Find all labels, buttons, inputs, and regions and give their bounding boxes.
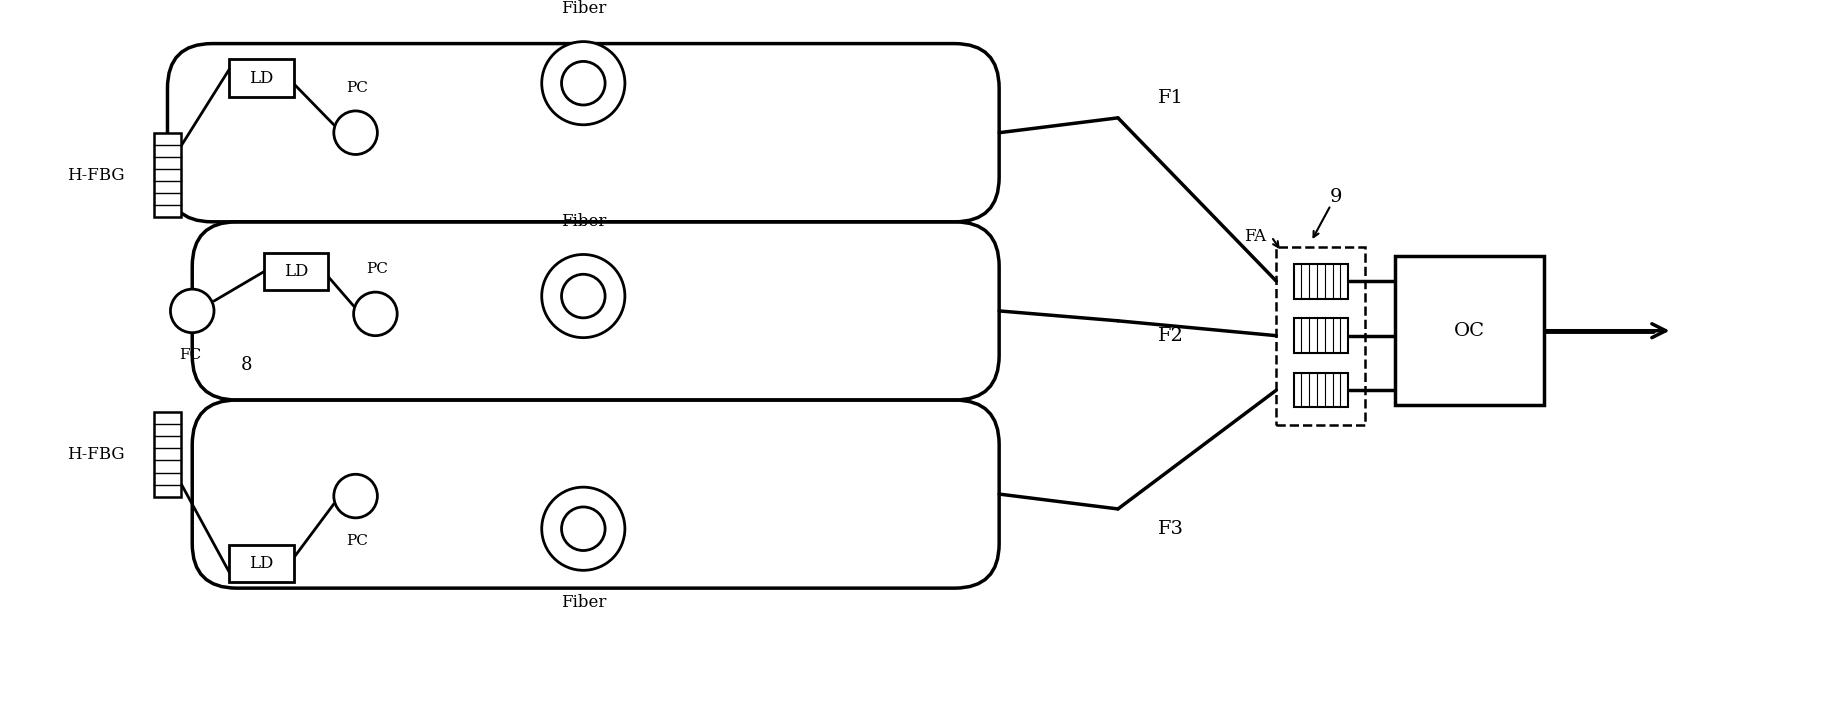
- Bar: [229, 545, 294, 582]
- Circle shape: [562, 274, 605, 318]
- Circle shape: [562, 507, 605, 550]
- Text: Fiber: Fiber: [562, 213, 605, 230]
- Text: 8: 8: [241, 357, 252, 374]
- Text: H-FBG: H-FBG: [68, 167, 124, 184]
- Text: OC: OC: [1454, 322, 1485, 340]
- Bar: [1396, 256, 1544, 405]
- Circle shape: [562, 61, 605, 105]
- Text: F2: F2: [1158, 326, 1183, 345]
- Text: FC: FC: [179, 348, 201, 362]
- Text: 9: 9: [1330, 188, 1342, 206]
- Text: F1: F1: [1158, 89, 1183, 107]
- Text: Fiber: Fiber: [562, 595, 605, 611]
- Bar: [1293, 373, 1348, 407]
- Bar: [1277, 246, 1366, 425]
- Text: Fiber: Fiber: [562, 1, 605, 18]
- Text: PC: PC: [348, 534, 368, 548]
- Circle shape: [541, 41, 626, 125]
- Text: PC: PC: [366, 263, 388, 277]
- Circle shape: [335, 111, 377, 154]
- Text: PC: PC: [348, 81, 368, 95]
- Bar: [263, 253, 329, 290]
- Circle shape: [541, 255, 626, 338]
- Text: LD: LD: [249, 69, 274, 87]
- Text: LD: LD: [249, 555, 274, 572]
- Circle shape: [170, 289, 214, 333]
- Circle shape: [541, 487, 626, 570]
- Bar: [1293, 264, 1348, 298]
- Bar: [1293, 318, 1348, 353]
- Text: F3: F3: [1158, 519, 1183, 538]
- Bar: [154, 133, 181, 218]
- Text: FA: FA: [1244, 228, 1266, 245]
- Text: LD: LD: [283, 263, 309, 280]
- Text: H-FBG: H-FBG: [68, 446, 124, 463]
- Bar: [229, 60, 294, 97]
- Circle shape: [335, 475, 377, 518]
- Circle shape: [353, 292, 397, 336]
- Bar: [154, 412, 181, 496]
